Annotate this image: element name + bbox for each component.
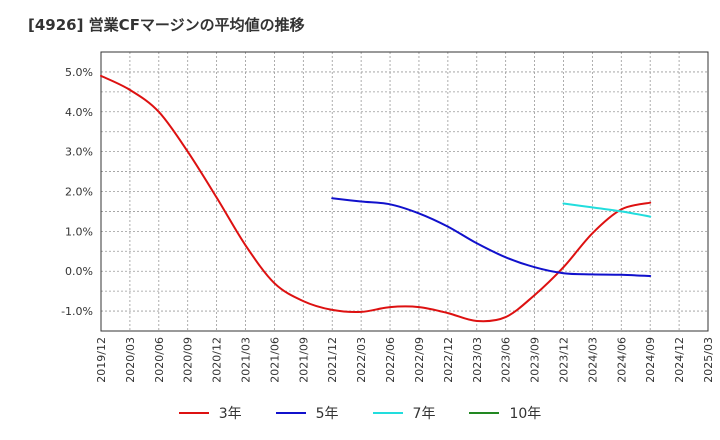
x-tick-label: 2024/06: [615, 337, 628, 383]
x-tick-label: 2024/12: [673, 337, 686, 383]
plot-border: [100, 51, 709, 332]
x-tick-label: 2022/09: [413, 337, 426, 383]
y-tick-label: 1.0%: [65, 225, 93, 238]
legend-swatch: [178, 412, 209, 414]
x-tick-label: 2022/03: [355, 337, 368, 383]
x-tick-label: 2021/03: [240, 337, 253, 383]
legend-item: 10年: [469, 403, 541, 423]
legend-item: 3年: [178, 403, 242, 423]
x-tick-label: 2021/09: [297, 337, 310, 383]
x-tick-label: 2023/09: [529, 337, 542, 383]
y-tick-label: 3.0%: [65, 146, 93, 159]
x-tick-label: 2023/03: [471, 337, 484, 383]
legend-item: 5年: [275, 403, 339, 423]
chart-area: -1.0% 0.0% 1.0% 2.0% 3.0% 4.0% 5.0% 2019/12 2020…: [61, 51, 715, 383]
x-tick-label: 2021/12: [326, 337, 339, 383]
series-line-3: [562, 202, 652, 218]
series-line-1: [100, 74, 652, 323]
legend-swatch: [469, 412, 500, 414]
y-tick-label: 0.0%: [65, 265, 93, 278]
x-tick-label: 2024/09: [644, 337, 657, 383]
chart-title: [4926] 営業CFマージンの平均値の推移: [28, 16, 305, 34]
x-tick-label: 2020/03: [124, 337, 137, 383]
x-tick-label: 2020/12: [211, 337, 224, 383]
x-tick-label: 2023/06: [500, 337, 513, 383]
y-tick-label: 5.0%: [65, 66, 93, 79]
y-tick-label: 2.0%: [65, 186, 93, 199]
x-tick-label: 2022/06: [384, 337, 397, 383]
legend-label: 3年: [218, 406, 242, 422]
x-tick-label: 2025/03: [702, 337, 715, 383]
legend-swatch: [275, 412, 306, 414]
series-line-2: [331, 197, 652, 277]
x-tick-label: 2020/09: [182, 337, 195, 383]
x-tick-label: 2022/12: [442, 337, 455, 383]
legend-label: 5年: [315, 406, 339, 422]
y-tick-label: 4.0%: [65, 106, 93, 119]
y-tick-label: -1.0%: [61, 305, 93, 318]
legend-swatch: [372, 412, 403, 414]
legend-label: 7年: [412, 406, 436, 422]
legend-label: 10年: [509, 406, 542, 422]
x-tick-label: 2023/12: [557, 337, 570, 383]
plot-background: [101, 52, 708, 331]
x-tick-label: 2019/12: [95, 337, 108, 383]
x-tick-label: 2024/03: [586, 337, 599, 383]
x-tick-label: 2020/06: [153, 337, 166, 383]
legend-item: 7年: [372, 403, 436, 423]
legend: 3年 5年 7年 10年: [0, 403, 720, 423]
x-tick-label: 2021/06: [268, 337, 281, 383]
